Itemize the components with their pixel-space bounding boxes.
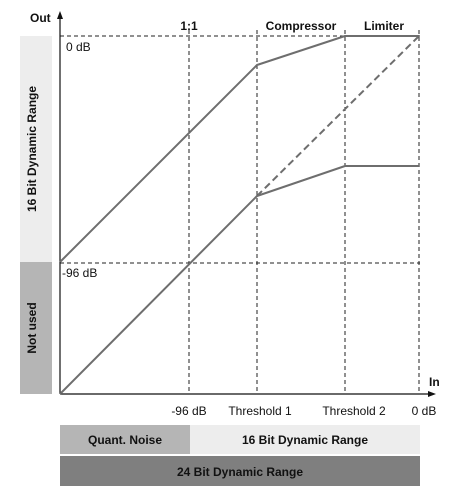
x-axis-arrow bbox=[428, 391, 436, 397]
side-band-not-used bbox=[20, 262, 52, 394]
x-tick-zero-db: 0 dB bbox=[412, 404, 437, 418]
zero-db-label: 0 dB bbox=[66, 40, 91, 54]
band-quant-noise bbox=[60, 425, 190, 454]
band-16bit-label: 16 Bit Dynamic Range bbox=[242, 433, 368, 447]
curve-24bit-output bbox=[59, 165, 419, 395]
side-band-not-used-label: Not used bbox=[25, 302, 39, 353]
curve-unity-dashed bbox=[256, 35, 420, 197]
x-tick-minus96: -96 dB bbox=[171, 404, 206, 418]
side-band-16bit bbox=[20, 36, 52, 262]
x-axis-label: In bbox=[429, 375, 440, 389]
curve-16bit-output bbox=[59, 35, 419, 263]
y-axis-arrow bbox=[57, 11, 63, 19]
minus96-db-label: -96 dB bbox=[62, 266, 97, 280]
x-tick-threshold2: Threshold 2 bbox=[322, 404, 386, 418]
band-quant-noise-label: Quant. Noise bbox=[88, 433, 162, 447]
ratio-label: 1:1 bbox=[180, 19, 198, 33]
compressor-label: Compressor bbox=[266, 19, 337, 33]
side-band-16bit-label: 16 Bit Dynamic Range bbox=[25, 86, 39, 212]
band-24bit-label: 24 Bit Dynamic Range bbox=[177, 465, 303, 479]
y-axis-label: Out bbox=[30, 11, 51, 25]
band-16bit bbox=[190, 425, 420, 454]
limiter-label: Limiter bbox=[364, 19, 404, 33]
band-24bit bbox=[60, 456, 420, 486]
x-tick-threshold1: Threshold 1 bbox=[228, 404, 292, 418]
